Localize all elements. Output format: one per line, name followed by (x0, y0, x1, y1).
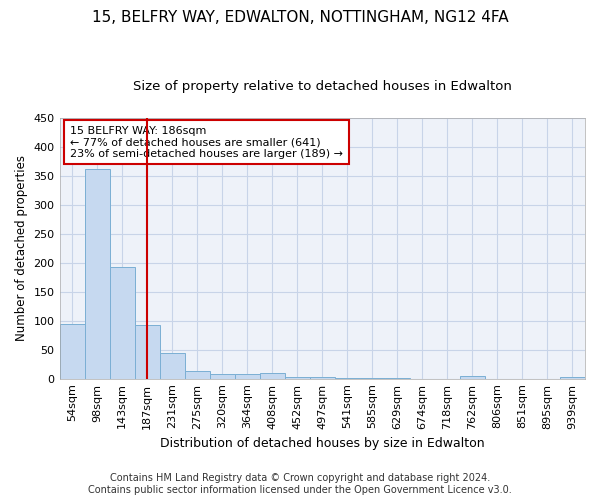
Bar (209, 374, 235, 378)
Bar (285, 377, 310, 378)
Bar (560, 377, 585, 378)
Text: 15, BELFRY WAY, EDWALTON, NOTTINGHAM, NG12 4FA: 15, BELFRY WAY, EDWALTON, NOTTINGHAM, NG… (92, 10, 508, 25)
Y-axis label: Number of detached properties: Number of detached properties (15, 155, 28, 341)
Text: 15 BELFRY WAY: 186sqm
← 77% of detached houses are smaller (641)
23% of semi-det: 15 BELFRY WAY: 186sqm ← 77% of detached … (70, 126, 343, 159)
Bar (85, 169, 110, 378)
Bar (260, 373, 285, 378)
Bar (110, 267, 134, 378)
Text: Contains HM Land Registry data © Crown copyright and database right 2024.
Contai: Contains HM Land Registry data © Crown c… (88, 474, 512, 495)
X-axis label: Distribution of detached houses by size in Edwalton: Distribution of detached houses by size … (160, 437, 485, 450)
Bar (460, 376, 485, 378)
Bar (160, 352, 185, 378)
Title: Size of property relative to detached houses in Edwalton: Size of property relative to detached ho… (133, 80, 512, 93)
Bar (235, 374, 260, 378)
Bar (185, 371, 209, 378)
Bar (310, 377, 335, 378)
Bar (59, 324, 85, 378)
Bar (134, 325, 160, 378)
